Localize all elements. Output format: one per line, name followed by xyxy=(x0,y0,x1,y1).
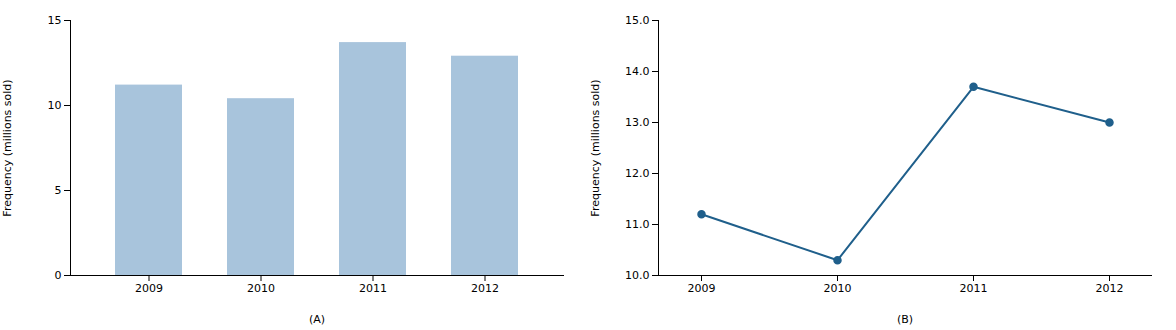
svg-text:2012: 2012 xyxy=(1096,282,1124,295)
svg-text:0: 0 xyxy=(55,269,62,282)
svg-text:5: 5 xyxy=(55,184,62,197)
svg-text:15.0: 15.0 xyxy=(625,14,650,27)
svg-text:10: 10 xyxy=(48,99,62,112)
svg-text:(A): (A) xyxy=(309,313,325,326)
svg-text:2009: 2009 xyxy=(688,282,716,295)
svg-text:2009: 2009 xyxy=(135,282,163,295)
svg-text:(B): (B) xyxy=(897,313,913,326)
svg-text:2012: 2012 xyxy=(471,282,499,295)
svg-text:13.0: 13.0 xyxy=(625,116,650,129)
svg-text:10.0: 10.0 xyxy=(625,269,650,282)
svg-text:12.0: 12.0 xyxy=(625,167,650,180)
svg-text:2011: 2011 xyxy=(359,282,387,295)
svg-text:2010: 2010 xyxy=(824,282,852,295)
svg-text:2011: 2011 xyxy=(960,282,988,295)
svg-text:11.0: 11.0 xyxy=(625,218,650,231)
svg-text:2010: 2010 xyxy=(247,282,275,295)
svg-text:15: 15 xyxy=(48,14,62,27)
svg-text:Frequency (millions sold): Frequency (millions sold) xyxy=(589,79,602,216)
svg-text:14.0: 14.0 xyxy=(625,65,650,78)
svg-text:Frequency (millions sold): Frequency (millions sold) xyxy=(1,79,14,216)
